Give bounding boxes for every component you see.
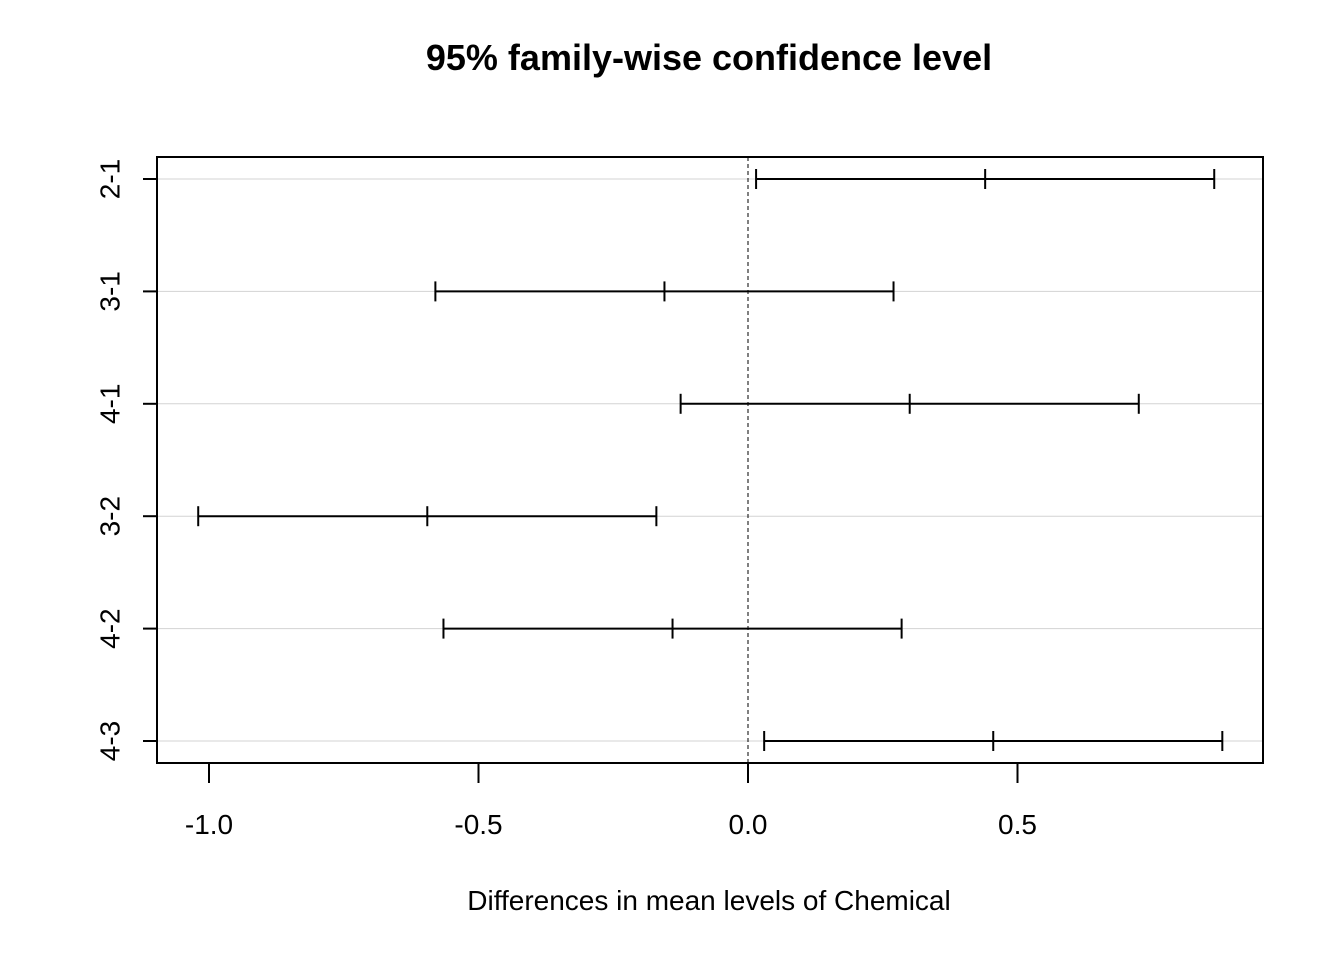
x-tick-label: -0.5 [454, 809, 502, 840]
grid-lines [157, 178, 1263, 742]
interval-4-1 [679, 393, 1140, 414]
interval-4-3 [763, 731, 1224, 751]
plot-frame [156, 156, 1264, 764]
interval-3-2 [197, 506, 658, 527]
chart-title: 95% family-wise confidence level [426, 37, 992, 78]
interval-2-1 [755, 169, 1216, 189]
y-tick-label: 4-2 [94, 608, 125, 648]
y-tick-label: 3-1 [94, 271, 125, 311]
x-tick-label: 0.5 [998, 809, 1037, 840]
y-tick-label: 3-2 [94, 496, 125, 536]
x-axis: -1.0 -0.5 0.0 0.5 [185, 762, 1037, 840]
interval-3-1 [434, 281, 895, 302]
y-tick-label: 2-1 [94, 159, 125, 199]
y-tick-label: 4-3 [94, 721, 125, 761]
interval-4-2 [442, 618, 903, 639]
y-tick-label: 4-1 [94, 384, 125, 424]
x-axis-label: Differences in mean levels of Chemical [467, 885, 950, 916]
x-tick-label: -1.0 [185, 809, 233, 840]
y-axis: 2-1 3-1 4-1 3-2 4-2 4-3 [94, 159, 157, 761]
x-tick-label: 0.0 [729, 809, 768, 840]
confidence-intervals [197, 169, 1224, 751]
